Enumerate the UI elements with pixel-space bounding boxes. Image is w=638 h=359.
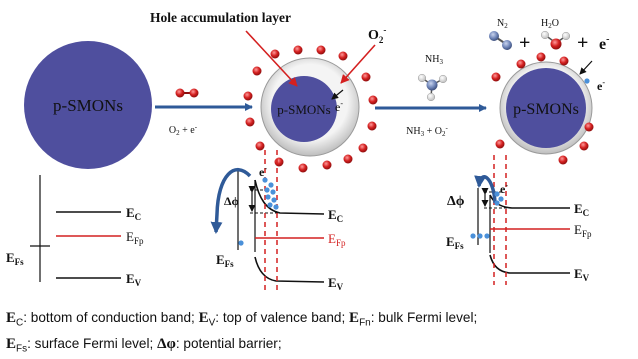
efp-label-3: EFp	[574, 222, 592, 239]
particle-sphere-2	[271, 76, 337, 142]
adsorbed-oxygen-ions	[243, 45, 378, 173]
particle-label-1: p-SMONs	[53, 96, 123, 115]
band-diagram-bent	[210, 150, 325, 290]
electron-label-3: e-	[597, 78, 605, 93]
hole-layer-pointer	[245, 30, 298, 87]
panel-after-ammonia: p-SMONs e- N2 + H2O + e-	[446, 18, 609, 285]
o2-molecule	[175, 88, 199, 98]
plus-sign-2: +	[577, 32, 588, 54]
efp-label-2: EFp	[328, 231, 346, 248]
efs-label-2: EFs	[216, 252, 234, 269]
particle-sphere-1	[24, 41, 152, 169]
electron-dots-2	[238, 177, 279, 246]
remaining-oxygen-ions	[491, 52, 594, 165]
legend-line-1: EC: bottom of conduction band; EV: top o…	[6, 310, 478, 329]
o2-minus-label: O2-	[368, 25, 386, 45]
ev-level-2	[254, 256, 325, 283]
ev-label-2: EV	[328, 275, 344, 292]
efp-label-1: EFp	[126, 229, 144, 246]
legend-line-2: EFs: surface Fermi level; Δφ: potential …	[6, 335, 282, 355]
electron-label-3b: e-	[500, 181, 508, 196]
h2o-label: H2O	[541, 18, 559, 30]
particle-label-2: p-SMONs	[277, 102, 330, 117]
delta-phi-label-2: Δϕ	[224, 194, 240, 208]
electron-label-2b: e-	[259, 164, 267, 179]
o2-minus-pointer	[340, 44, 376, 84]
panel-initial: p-SMONs O2 + e- EC EFp EV EFs	[6, 41, 253, 288]
nh3-molecule	[417, 73, 448, 102]
delta-phi-label-3: Δϕ	[447, 194, 465, 209]
ec-label-2: EC	[328, 207, 343, 224]
reaction-arrow-1-label: O2 + e-	[169, 123, 198, 137]
n2-molecule	[489, 31, 512, 50]
band-diagram-flat	[30, 175, 121, 282]
electron-label-2: e-	[335, 99, 343, 114]
plus-sign-1: +	[519, 32, 530, 54]
ev-label-1: EV	[126, 271, 142, 288]
efs-label-1: EFs	[6, 250, 24, 267]
nh3-label: NH3	[425, 54, 443, 66]
particle-label-3: p-SMONs	[513, 101, 579, 118]
band-diagram-reduced	[470, 155, 570, 285]
electron-return-arrow-3	[474, 175, 497, 204]
panel-oxygen-adsorbed: p-SMONs e- Hole accumulation layer O2-	[150, 10, 386, 292]
h2o-molecule	[540, 30, 571, 50]
ec-label-3: EC	[574, 201, 589, 218]
ev-level-3	[489, 254, 570, 274]
particle-sphere-3	[506, 68, 586, 148]
electron-arrow-3	[579, 60, 593, 75]
hole-layer-label: Hole accumulation layer	[150, 10, 291, 25]
n2-label: N2	[497, 18, 508, 30]
electron-product-label: e-	[599, 34, 609, 53]
reaction-arrow-2-group: NH3 + O2- NH3	[375, 54, 487, 138]
electron-dot-3	[584, 78, 590, 84]
ec-label-1: EC	[126, 205, 141, 222]
electron-depletion-arrow-2	[210, 168, 252, 234]
electron-dots-3	[470, 191, 504, 239]
electron-arrow-2	[331, 89, 344, 100]
efs-label-3: EFs	[446, 234, 464, 251]
reaction-arrow-2-label: NH3 + O2-	[406, 124, 448, 138]
legend: EC: bottom of conduction band; EV: top o…	[6, 308, 634, 359]
ev-label-3: EV	[574, 266, 590, 283]
